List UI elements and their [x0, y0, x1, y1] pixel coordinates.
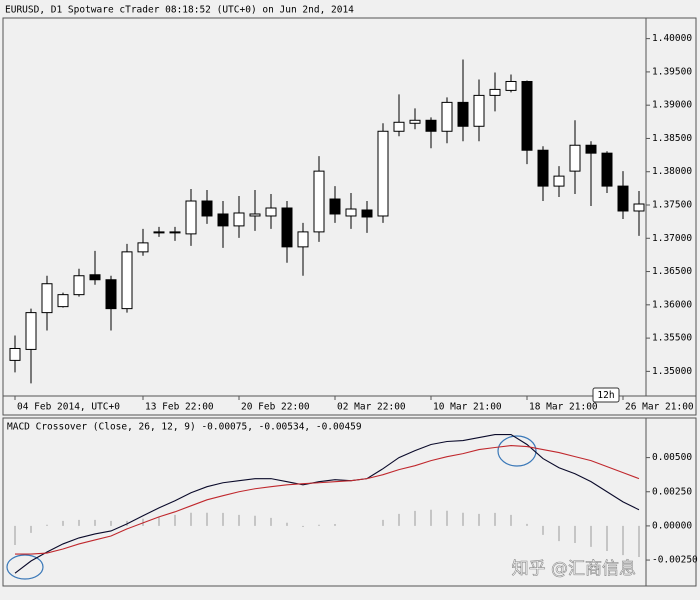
candle-body: [537, 149, 549, 187]
y-tick-label: 1.37500: [652, 200, 692, 211]
x-tick-label: 10 Mar 21:00: [433, 402, 502, 413]
candle-body: [425, 119, 437, 132]
candle-body: [9, 347, 21, 361]
candle-body: [201, 200, 213, 217]
candle-body: [185, 200, 197, 235]
macd-line: [14, 433, 640, 574]
y-tick-label: 1.37000: [652, 233, 692, 244]
y-tick-label: 1.36000: [652, 299, 692, 310]
candle-body: [265, 207, 277, 217]
y-tick-label: 0.00250: [652, 486, 692, 497]
candle-body: [73, 275, 85, 296]
candle-body: [553, 175, 565, 187]
candle-body: [233, 212, 245, 227]
y-tick-label: 0.00000: [652, 520, 692, 531]
candle-body: [601, 152, 613, 187]
y-tick-label: 1.36500: [652, 266, 692, 277]
candle-body: [569, 144, 581, 172]
candle-body: [25, 312, 37, 350]
candle-body: [297, 231, 309, 248]
x-tick-label: 13 Feb 22:00: [145, 402, 214, 413]
candle-body: [121, 251, 133, 310]
candle-body: [441, 101, 453, 132]
candle-body: [521, 80, 533, 151]
x-tick-label: 02 Mar 22:00: [337, 402, 406, 413]
y-tick-label: 1.35000: [652, 366, 692, 377]
y-tick-label: 1.40000: [652, 33, 692, 44]
candle-body: [313, 170, 325, 233]
candle-body: [377, 130, 389, 217]
candle-body: [105, 279, 117, 310]
y-tick-label: 1.39500: [652, 66, 692, 77]
candle-body: [57, 294, 69, 308]
y-tick-label: 1.38500: [652, 133, 692, 144]
x-tick-label: 04 Feb 2014, UTC+0: [17, 402, 120, 413]
candle-body: [361, 209, 373, 218]
crossover-highlight: [6, 554, 44, 580]
y-tick-label: 1.39000: [652, 100, 692, 111]
candle-body: [585, 144, 597, 154]
timeframe-box: [592, 387, 620, 403]
candle-body: [489, 88, 501, 96]
candle-body: [137, 242, 149, 253]
y-tick-label: -0.00250: [652, 555, 698, 566]
candle-body: [633, 203, 645, 212]
x-tick-label: 18 Mar 21:00: [529, 402, 598, 413]
candle-body: [505, 80, 517, 91]
main-panel: [2, 17, 697, 416]
macd-line: [15, 445, 640, 555]
candle-body: [473, 94, 485, 127]
candle-body: [281, 207, 293, 248]
x-tick-label: 26 Mar 21:00: [625, 402, 694, 413]
candle-body: [329, 198, 341, 215]
y-tick-label: 0.00500: [652, 452, 692, 463]
y-tick-label: 1.38000: [652, 166, 692, 177]
candle-body: [89, 274, 101, 281]
timeframe-label: 12h: [597, 390, 614, 401]
x-tick-label: 20 Feb 22:00: [241, 402, 310, 413]
candle-body: [457, 101, 469, 127]
crossover-highlight: [497, 435, 537, 467]
y-tick-label: 1.35500: [652, 333, 692, 344]
candle-body: [409, 119, 421, 124]
candle-body: [617, 185, 629, 212]
candle-body: [153, 231, 165, 234]
macd-title: MACD Crossover (Close, 26, 12, 9) -0.000…: [7, 422, 362, 433]
candle-body: [41, 283, 53, 314]
watermark: 知乎 @汇商信息: [512, 559, 636, 579]
candle-body: [217, 213, 229, 227]
chart-title: EURUSD, D1 Spotware cTrader 08:18:52 (UT…: [5, 5, 354, 16]
candle-body: [169, 231, 181, 234]
macd-panel: [2, 417, 697, 587]
candle-body: [249, 213, 261, 217]
candle-body: [393, 121, 405, 132]
candle-body: [345, 208, 357, 217]
